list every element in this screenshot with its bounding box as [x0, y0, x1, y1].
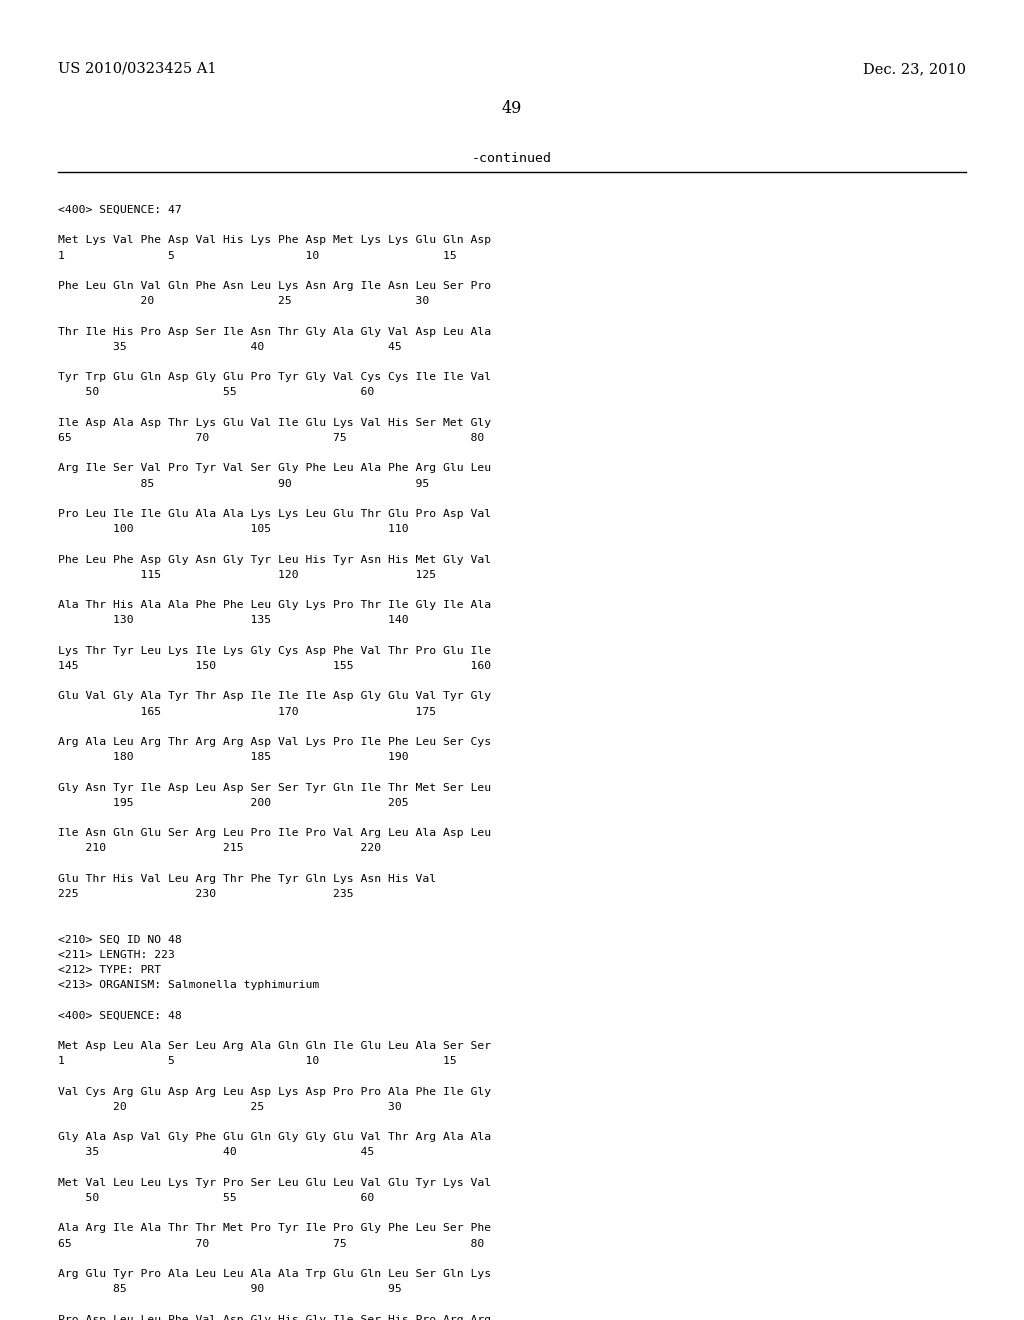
Text: Tyr Trp Glu Gln Asp Gly Glu Pro Tyr Gly Val Cys Cys Ile Ile Val: Tyr Trp Glu Gln Asp Gly Glu Pro Tyr Gly … [58, 372, 492, 383]
Text: Thr Ile His Pro Asp Ser Ile Asn Thr Gly Ala Gly Val Asp Leu Ala: Thr Ile His Pro Asp Ser Ile Asn Thr Gly … [58, 326, 492, 337]
Text: 1               5                   10                  15: 1 5 10 15 [58, 251, 457, 260]
Text: Ile Asp Ala Asp Thr Lys Glu Val Ile Glu Lys Val His Ser Met Gly: Ile Asp Ala Asp Thr Lys Glu Val Ile Glu … [58, 418, 492, 428]
Text: Glu Val Gly Ala Tyr Thr Asp Ile Ile Ile Asp Gly Glu Val Tyr Gly: Glu Val Gly Ala Tyr Thr Asp Ile Ile Ile … [58, 692, 492, 701]
Text: Phe Leu Phe Asp Gly Asn Gly Tyr Leu His Tyr Asn His Met Gly Val: Phe Leu Phe Asp Gly Asn Gly Tyr Leu His … [58, 554, 492, 565]
Text: 65                  70                  75                  80: 65 70 75 80 [58, 1238, 484, 1249]
Text: 85                  90                  95: 85 90 95 [58, 479, 429, 488]
Text: 210                 215                 220: 210 215 220 [58, 843, 381, 854]
Text: 20                  25                  30: 20 25 30 [58, 1102, 401, 1111]
Text: Gly Asn Tyr Ile Asp Leu Asp Ser Ser Tyr Gln Ile Thr Met Ser Leu: Gly Asn Tyr Ile Asp Leu Asp Ser Ser Tyr … [58, 783, 492, 792]
Text: Dec. 23, 2010: Dec. 23, 2010 [863, 62, 966, 77]
Text: <211> LENGTH: 223: <211> LENGTH: 223 [58, 950, 175, 960]
Text: 165                 170                 175: 165 170 175 [58, 706, 436, 717]
Text: Met Val Leu Leu Lys Tyr Pro Ser Leu Glu Leu Val Glu Tyr Lys Val: Met Val Leu Leu Lys Tyr Pro Ser Leu Glu … [58, 1177, 492, 1188]
Text: <400> SEQUENCE: 47: <400> SEQUENCE: 47 [58, 205, 181, 215]
Text: Arg Ile Ser Val Pro Tyr Val Ser Gly Phe Leu Ala Phe Arg Glu Leu: Arg Ile Ser Val Pro Tyr Val Ser Gly Phe … [58, 463, 492, 474]
Text: 65                  70                  75                  80: 65 70 75 80 [58, 433, 484, 444]
Text: 85                  90                  95: 85 90 95 [58, 1284, 401, 1294]
Text: 180                 185                 190: 180 185 190 [58, 752, 409, 762]
Text: Pro Leu Ile Ile Glu Ala Ala Lys Lys Leu Glu Thr Glu Pro Asp Val: Pro Leu Ile Ile Glu Ala Ala Lys Lys Leu … [58, 510, 492, 519]
Text: US 2010/0323425 A1: US 2010/0323425 A1 [58, 62, 216, 77]
Text: Met Lys Val Phe Asp Val His Lys Phe Asp Met Lys Lys Glu Gln Asp: Met Lys Val Phe Asp Val His Lys Phe Asp … [58, 235, 492, 246]
Text: 20                  25                  30: 20 25 30 [58, 296, 429, 306]
Text: 115                 120                 125: 115 120 125 [58, 570, 436, 579]
Text: Arg Glu Tyr Pro Ala Leu Leu Ala Ala Trp Glu Gln Leu Ser Gln Lys: Arg Glu Tyr Pro Ala Leu Leu Ala Ala Trp … [58, 1269, 492, 1279]
Text: Val Cys Arg Glu Asp Arg Leu Asp Lys Asp Pro Pro Ala Phe Ile Gly: Val Cys Arg Glu Asp Arg Leu Asp Lys Asp … [58, 1086, 492, 1097]
Text: Arg Ala Leu Arg Thr Arg Arg Asp Val Lys Pro Ile Phe Leu Ser Cys: Arg Ala Leu Arg Thr Arg Arg Asp Val Lys … [58, 737, 492, 747]
Text: Ala Thr His Ala Ala Phe Phe Leu Gly Lys Pro Thr Ile Gly Ile Ala: Ala Thr His Ala Ala Phe Phe Leu Gly Lys … [58, 601, 492, 610]
Text: Glu Thr His Val Leu Arg Thr Phe Tyr Gln Lys Asn His Val: Glu Thr His Val Leu Arg Thr Phe Tyr Gln … [58, 874, 436, 884]
Text: 225                 230                 235: 225 230 235 [58, 888, 353, 899]
Text: Met Asp Leu Ala Ser Leu Arg Ala Gln Gln Ile Glu Leu Ala Ser Ser: Met Asp Leu Ala Ser Leu Arg Ala Gln Gln … [58, 1041, 492, 1051]
Text: 130                 135                 140: 130 135 140 [58, 615, 409, 626]
Text: 35                  40                  45: 35 40 45 [58, 1147, 374, 1158]
Text: <212> TYPE: PRT: <212> TYPE: PRT [58, 965, 161, 975]
Text: 49: 49 [502, 100, 522, 117]
Text: 50                  55                  60: 50 55 60 [58, 387, 374, 397]
Text: Lys Thr Tyr Leu Lys Ile Lys Gly Cys Asp Phe Val Thr Pro Glu Ile: Lys Thr Tyr Leu Lys Ile Lys Gly Cys Asp … [58, 645, 492, 656]
Text: Ile Asn Gln Glu Ser Arg Leu Pro Ile Pro Val Arg Leu Ala Asp Leu: Ile Asn Gln Glu Ser Arg Leu Pro Ile Pro … [58, 828, 492, 838]
Text: 195                 200                 205: 195 200 205 [58, 797, 409, 808]
Text: 145                 150                 155                 160: 145 150 155 160 [58, 661, 492, 671]
Text: <400> SEQUENCE: 48: <400> SEQUENCE: 48 [58, 1011, 181, 1020]
Text: 35                  40                  45: 35 40 45 [58, 342, 401, 352]
Text: -continued: -continued [472, 152, 552, 165]
Text: <210> SEQ ID NO 48: <210> SEQ ID NO 48 [58, 935, 181, 945]
Text: Ala Arg Ile Ala Thr Thr Met Pro Tyr Ile Pro Gly Phe Leu Ser Phe: Ala Arg Ile Ala Thr Thr Met Pro Tyr Ile … [58, 1224, 492, 1233]
Text: <213> ORGANISM: Salmonella typhimurium: <213> ORGANISM: Salmonella typhimurium [58, 981, 319, 990]
Text: Gly Ala Asp Val Gly Phe Glu Gln Gly Gly Glu Val Thr Arg Ala Ala: Gly Ala Asp Val Gly Phe Glu Gln Gly Gly … [58, 1133, 492, 1142]
Text: 1               5                   10                  15: 1 5 10 15 [58, 1056, 457, 1067]
Text: 100                 105                 110: 100 105 110 [58, 524, 409, 535]
Text: Pro Asp Leu Leu Phe Val Asp Gly His Gly Ile Ser His Pro Arg Arg: Pro Asp Leu Leu Phe Val Asp Gly His Gly … [58, 1315, 492, 1320]
Text: Phe Leu Gln Val Gln Phe Asn Leu Lys Asn Arg Ile Asn Leu Ser Pro: Phe Leu Gln Val Gln Phe Asn Leu Lys Asn … [58, 281, 492, 290]
Text: 50                  55                  60: 50 55 60 [58, 1193, 374, 1203]
